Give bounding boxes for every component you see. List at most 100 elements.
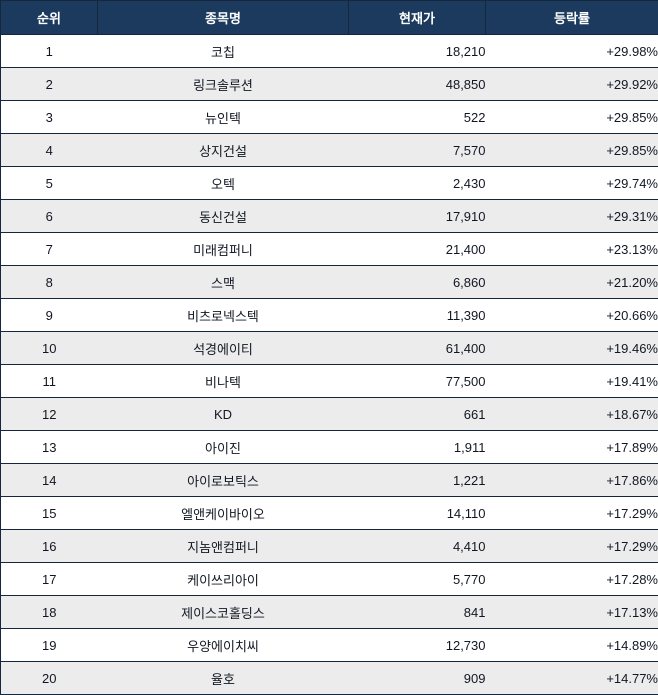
name-cell: 코칩 — [98, 35, 349, 68]
name-cell: 지놈앤컴퍼니 — [98, 530, 349, 563]
rank-cell: 13 — [1, 431, 98, 464]
rank-cell: 7 — [1, 233, 98, 266]
rank-cell: 17 — [1, 563, 98, 596]
change-cell: +29.31% — [486, 200, 658, 233]
rank-cell: 19 — [1, 629, 98, 662]
name-cell: 동신건설 — [98, 200, 349, 233]
change-cell: +21.20% — [486, 266, 658, 299]
column-header-change: 등락률 — [486, 1, 658, 35]
rank-cell: 15 — [1, 497, 98, 530]
price-cell: 1,221 — [349, 464, 486, 497]
rank-cell: 10 — [1, 332, 98, 365]
change-cell: +14.89% — [486, 629, 658, 662]
rank-cell: 8 — [1, 266, 98, 299]
price-cell: 841 — [349, 596, 486, 629]
price-cell: 21,400 — [349, 233, 486, 266]
column-header-rank: 순위 — [1, 1, 98, 35]
change-cell: +17.86% — [486, 464, 658, 497]
price-cell: 7,570 — [349, 134, 486, 167]
rank-cell: 4 — [1, 134, 98, 167]
price-cell: 661 — [349, 398, 486, 431]
name-cell: 케이쓰리아이 — [98, 563, 349, 596]
price-cell: 522 — [349, 101, 486, 134]
rank-cell: 1 — [1, 35, 98, 68]
rank-cell: 9 — [1, 299, 98, 332]
change-cell: +29.74% — [486, 167, 658, 200]
change-cell: +18.67% — [486, 398, 658, 431]
name-cell: 아이로보틱스 — [98, 464, 349, 497]
price-cell: 18,210 — [349, 35, 486, 68]
price-cell: 5,770 — [349, 563, 486, 596]
column-header-price: 현재가 — [349, 1, 486, 35]
change-cell: +17.13% — [486, 596, 658, 629]
rank-cell: 12 — [1, 398, 98, 431]
name-cell: 석경에이티 — [98, 332, 349, 365]
name-cell: 뉴인텍 — [98, 101, 349, 134]
rank-cell: 2 — [1, 68, 98, 101]
rank-cell: 16 — [1, 530, 98, 563]
price-cell: 17,910 — [349, 200, 486, 233]
price-cell: 11,390 — [349, 299, 486, 332]
name-cell: 비나텍 — [98, 365, 349, 398]
change-cell: +29.85% — [486, 101, 658, 134]
change-cell: +17.28% — [486, 563, 658, 596]
price-cell: 61,400 — [349, 332, 486, 365]
change-cell: +20.66% — [486, 299, 658, 332]
price-cell: 6,860 — [349, 266, 486, 299]
name-cell: 엘앤케이바이오 — [98, 497, 349, 530]
change-cell: +29.85% — [486, 134, 658, 167]
price-cell: 4,410 — [349, 530, 486, 563]
change-cell: +29.98% — [486, 35, 658, 68]
name-cell: 오텍 — [98, 167, 349, 200]
name-cell: 스맥 — [98, 266, 349, 299]
rank-cell: 3 — [1, 101, 98, 134]
name-cell: 비츠로넥스텍 — [98, 299, 349, 332]
rank-cell: 18 — [1, 596, 98, 629]
rank-cell: 5 — [1, 167, 98, 200]
column-header-name: 종목명 — [98, 1, 349, 35]
price-cell: 77,500 — [349, 365, 486, 398]
name-cell: 미래컴퍼니 — [98, 233, 349, 266]
change-cell: +29.92% — [486, 68, 658, 101]
change-cell: +19.46% — [486, 332, 658, 365]
change-cell: +17.29% — [486, 530, 658, 563]
name-cell: 링크솔루션 — [98, 68, 349, 101]
price-cell: 1,911 — [349, 431, 486, 464]
price-cell: 48,850 — [349, 68, 486, 101]
rank-cell: 11 — [1, 365, 98, 398]
rank-cell: 6 — [1, 200, 98, 233]
price-cell: 2,430 — [349, 167, 486, 200]
price-cell: 14,110 — [349, 497, 486, 530]
change-cell: +19.41% — [486, 365, 658, 398]
name-cell: 제이스코홀딩스 — [98, 596, 349, 629]
change-cell: +17.29% — [486, 497, 658, 530]
name-cell: 상지건설 — [98, 134, 349, 167]
rank-cell: 14 — [1, 464, 98, 497]
change-cell: +17.89% — [486, 431, 658, 464]
name-cell: 아이진 — [98, 431, 349, 464]
change-cell: +23.13% — [486, 233, 658, 266]
